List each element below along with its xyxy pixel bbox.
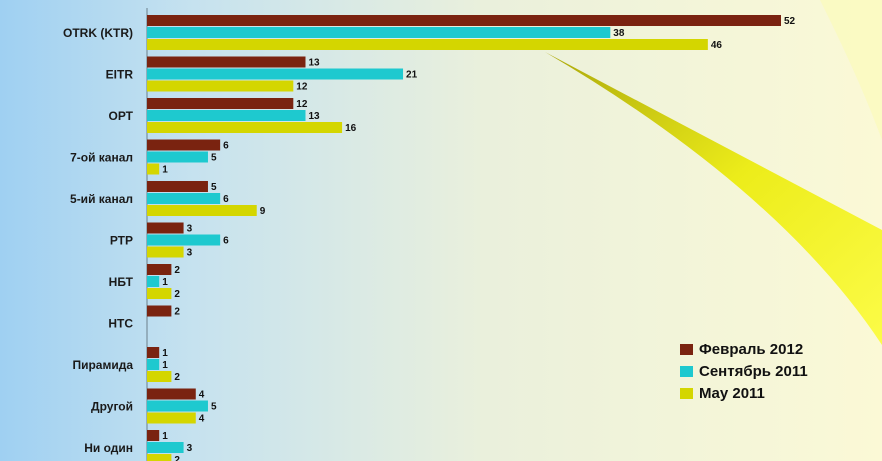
bar xyxy=(147,347,160,358)
data-label: 38 xyxy=(613,28,625,39)
bar xyxy=(147,276,160,287)
category-label: НТС xyxy=(108,317,133,331)
legend-swatch xyxy=(680,387,693,399)
data-label: 21 xyxy=(406,70,418,81)
data-label: 1 xyxy=(162,431,168,442)
data-label: 5 xyxy=(211,402,217,413)
bar xyxy=(147,430,160,441)
bar xyxy=(147,246,184,258)
legend: Февраль 2012 Сентябрь 2011 May 2011 xyxy=(680,338,808,404)
bar xyxy=(147,80,294,92)
bar xyxy=(147,139,221,151)
bar xyxy=(147,163,160,175)
bar xyxy=(147,181,208,192)
data-label: 6 xyxy=(223,141,229,152)
bar xyxy=(147,359,160,370)
data-label: 4 xyxy=(199,390,205,401)
legend-label: May 2011 xyxy=(699,384,765,402)
data-label: 9 xyxy=(260,206,266,217)
data-label: 12 xyxy=(296,82,308,93)
data-label: 2 xyxy=(174,307,180,318)
bar xyxy=(147,205,257,216)
data-label: 6 xyxy=(223,236,229,247)
data-label: 16 xyxy=(345,123,357,134)
bar xyxy=(147,234,221,246)
bar xyxy=(147,151,208,163)
data-label: 3 xyxy=(187,224,193,235)
bar xyxy=(147,15,781,26)
decorative-beam xyxy=(545,52,882,345)
data-label: 4 xyxy=(199,414,205,425)
bar xyxy=(147,98,294,109)
legend-item: Сентябрь 2011 xyxy=(680,360,808,382)
data-label: 3 xyxy=(187,248,193,259)
category-label: 7-ой канал xyxy=(70,151,133,165)
category-label: Ни один xyxy=(84,441,133,455)
bar xyxy=(147,442,184,453)
bar xyxy=(147,388,196,400)
bar xyxy=(147,400,208,412)
category-label: РТР xyxy=(110,234,133,248)
bar xyxy=(147,39,708,50)
bar xyxy=(147,222,184,234)
category-label: ОРТ xyxy=(108,109,133,123)
legend-item: May 2011 xyxy=(680,382,808,404)
category-label: Другой xyxy=(91,400,133,414)
bar xyxy=(147,193,221,204)
data-label: 13 xyxy=(309,58,321,69)
legend-swatch xyxy=(680,343,693,355)
category-label: EITR xyxy=(106,68,134,82)
legend-item: Февраль 2012 xyxy=(680,338,808,360)
data-label: 2 xyxy=(174,455,180,461)
data-label: 52 xyxy=(784,16,796,27)
bar xyxy=(147,412,196,424)
legend-label: Сентябрь 2011 xyxy=(699,362,808,380)
category-label: 5-ий канал xyxy=(70,192,133,206)
data-label: 1 xyxy=(162,348,168,359)
bar xyxy=(147,371,172,382)
data-label: 1 xyxy=(162,165,168,176)
bar xyxy=(147,264,172,275)
bar xyxy=(147,110,306,121)
data-label: 2 xyxy=(174,289,180,300)
data-label: 2 xyxy=(174,372,180,383)
bar xyxy=(147,454,172,461)
bar xyxy=(147,68,404,80)
category-label: OTRK (KTR) xyxy=(63,26,133,40)
data-label: 5 xyxy=(211,182,217,193)
data-label: 46 xyxy=(711,40,723,51)
data-label: 3 xyxy=(187,443,193,454)
data-label: 2 xyxy=(174,265,180,276)
bar xyxy=(147,288,172,299)
data-label: 13 xyxy=(309,111,321,122)
bar xyxy=(147,27,611,38)
bar xyxy=(147,305,172,317)
legend-label: Февраль 2012 xyxy=(699,340,804,358)
legend-swatch xyxy=(680,365,693,377)
category-label: Пирамида xyxy=(72,358,133,372)
data-label: 1 xyxy=(162,360,168,371)
bar xyxy=(147,56,306,68)
bar xyxy=(147,122,343,133)
category-label: НБТ xyxy=(109,275,134,289)
data-label: 5 xyxy=(211,153,217,164)
data-label: 12 xyxy=(296,99,308,110)
data-label: 1 xyxy=(162,277,168,288)
decorative-beam-highlight xyxy=(820,0,882,140)
data-label: 6 xyxy=(223,194,229,205)
